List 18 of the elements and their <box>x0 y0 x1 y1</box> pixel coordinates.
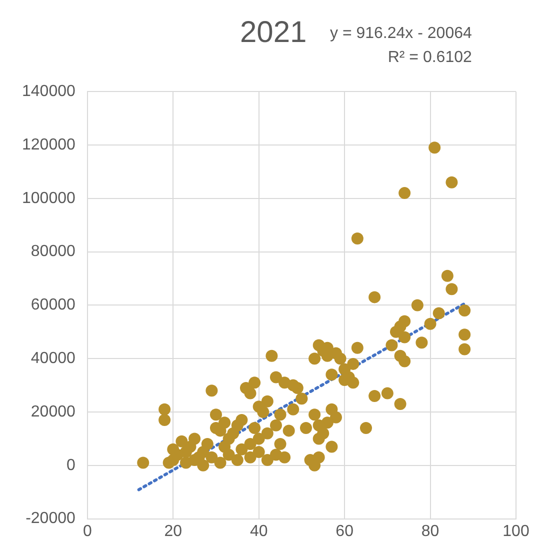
x-tick-label: 40 <box>250 522 268 540</box>
y-tick-label: 0 <box>66 456 76 474</box>
y-tick-label: 80000 <box>30 243 76 260</box>
x-tick-label: 60 <box>336 522 354 540</box>
chart-title: 2021 <box>240 16 307 50</box>
y-tick-label: -20000 <box>26 510 76 528</box>
text: R² = 0.6102 <box>386 48 472 68</box>
x-tick-label: 0 <box>82 522 92 540</box>
x-tick-label: 100 <box>502 522 530 540</box>
y-tick-label: 140000 <box>22 83 76 100</box>
y-tick-label: 40000 <box>30 350 76 368</box>
text: y = 916.24x - 20064 <box>330 24 472 44</box>
x-tick-label: 80 <box>421 522 440 540</box>
y-tick-label: 100000 <box>22 190 76 207</box>
y-tick-label: 20000 <box>30 403 76 420</box>
y-tick-label: 60000 <box>30 296 76 314</box>
x-tick-label: 20 <box>164 522 182 540</box>
y-tick-label: 120000 <box>22 136 76 154</box>
